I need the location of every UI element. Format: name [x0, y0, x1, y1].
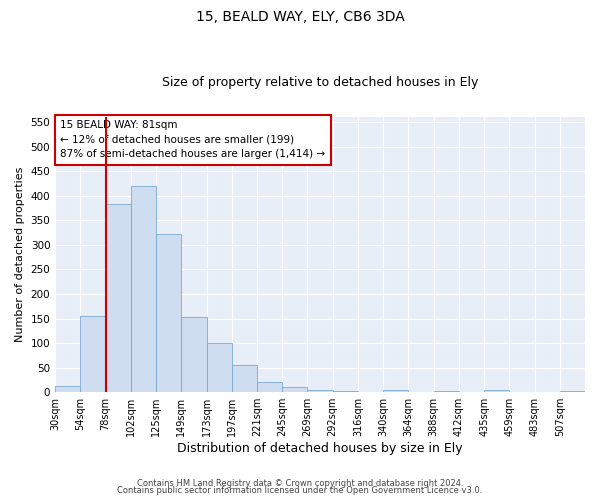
Bar — [181, 317, 206, 392]
Bar — [106, 204, 131, 392]
Bar — [156, 234, 181, 392]
Text: Contains HM Land Registry data © Crown copyright and database right 2024.: Contains HM Land Registry data © Crown c… — [137, 478, 463, 488]
Text: 15 BEALD WAY: 81sqm
← 12% of detached houses are smaller (199)
87% of semi-detac: 15 BEALD WAY: 81sqm ← 12% of detached ho… — [61, 120, 326, 160]
Bar — [332, 390, 358, 392]
Bar — [232, 365, 257, 392]
Text: Contains public sector information licensed under the Open Government Licence v3: Contains public sector information licen… — [118, 486, 482, 495]
Bar — [55, 386, 80, 392]
Bar — [383, 390, 409, 392]
Bar — [560, 390, 585, 392]
Bar — [484, 390, 509, 392]
Y-axis label: Number of detached properties: Number of detached properties — [15, 167, 25, 342]
Bar — [80, 316, 106, 392]
Bar — [307, 390, 332, 392]
Bar — [282, 388, 307, 392]
Bar — [206, 343, 232, 392]
Bar — [131, 186, 156, 392]
Bar — [434, 390, 459, 392]
X-axis label: Distribution of detached houses by size in Ely: Distribution of detached houses by size … — [177, 442, 463, 455]
Title: Size of property relative to detached houses in Ely: Size of property relative to detached ho… — [162, 76, 478, 90]
Text: 15, BEALD WAY, ELY, CB6 3DA: 15, BEALD WAY, ELY, CB6 3DA — [196, 10, 404, 24]
Bar — [257, 382, 282, 392]
